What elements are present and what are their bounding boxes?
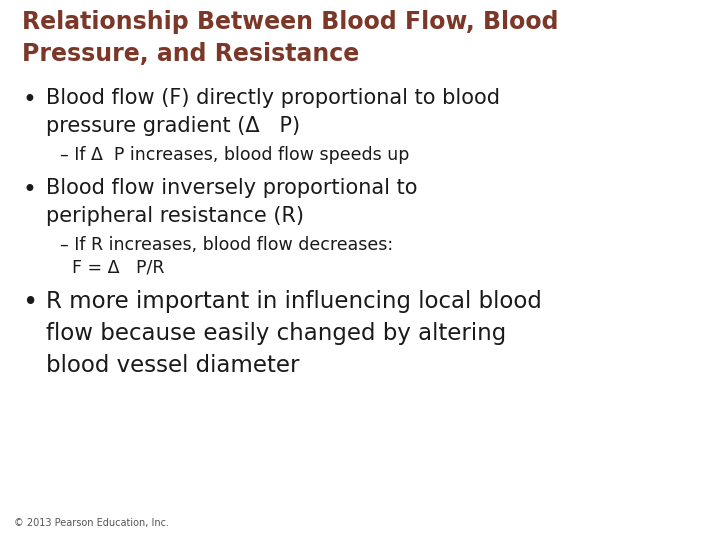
Text: •: • [22,290,37,316]
Text: F = Δ   P/R: F = Δ P/R [72,258,164,276]
Text: blood vessel diameter: blood vessel diameter [46,354,300,377]
Text: •: • [22,88,36,112]
Text: pressure gradient (Δ   P): pressure gradient (Δ P) [46,116,300,136]
Text: Blood flow inversely proportional to: Blood flow inversely proportional to [46,178,418,198]
Text: © 2013 Pearson Education, Inc.: © 2013 Pearson Education, Inc. [14,518,169,528]
Text: peripheral resistance (R): peripheral resistance (R) [46,206,304,226]
Text: Relationship Between Blood Flow, Blood: Relationship Between Blood Flow, Blood [22,10,559,34]
Text: – If Δ  P increases, blood flow speeds up: – If Δ P increases, blood flow speeds up [60,146,410,164]
Text: •: • [22,178,36,202]
Text: flow because easily changed by altering: flow because easily changed by altering [46,322,506,345]
Text: Pressure, and Resistance: Pressure, and Resistance [22,42,359,66]
Text: R more important in influencing local blood: R more important in influencing local bl… [46,290,542,313]
Text: Blood flow (F) directly proportional to blood: Blood flow (F) directly proportional to … [46,88,500,108]
Text: – If R increases, blood flow decreases:: – If R increases, blood flow decreases: [60,236,393,254]
